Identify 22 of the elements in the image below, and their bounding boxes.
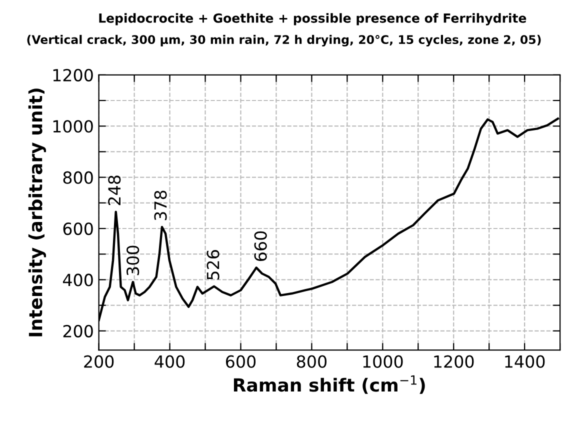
annotation: 378 <box>154 190 167 220</box>
y-tick-label: 200 <box>63 324 93 338</box>
x-tick-label: 200 <box>84 355 114 368</box>
x-tick-label: 600 <box>226 355 256 368</box>
x-tick-label: 400 <box>154 355 185 368</box>
x-tick-label: 1200 <box>434 355 474 368</box>
y-axis-title: Intensity (arbitrary unit) <box>28 88 46 336</box>
y-tick-label: 400 <box>62 274 93 286</box>
y-tick-label: 1200 <box>53 68 93 82</box>
annotation: 660 <box>254 231 267 261</box>
annotation: 248 <box>108 176 121 206</box>
chart-title: Lepidocrocite + Goethite + possible presence of Ferrihydrite <box>99 13 526 26</box>
x-tick-label: 800 <box>296 355 326 368</box>
annotation: 526 <box>206 250 220 280</box>
x-tick-label: 1400 <box>505 355 545 368</box>
y-tick-label: 1000 <box>53 120 93 133</box>
y-tick-label: 800 <box>63 171 93 184</box>
chart-subtitle: (Vertical crack, 300 µm, 30 min rain, 72 h drying, 20°C, 15 cycles, zone 2, 05) <box>27 34 541 46</box>
y-tick-label: 600 <box>63 222 93 236</box>
x-tick-label: 1000 <box>363 355 403 368</box>
x-axis-title: Raman shift (cm$^{−1}$) <box>234 375 425 394</box>
annotation: 300 <box>126 246 140 276</box>
